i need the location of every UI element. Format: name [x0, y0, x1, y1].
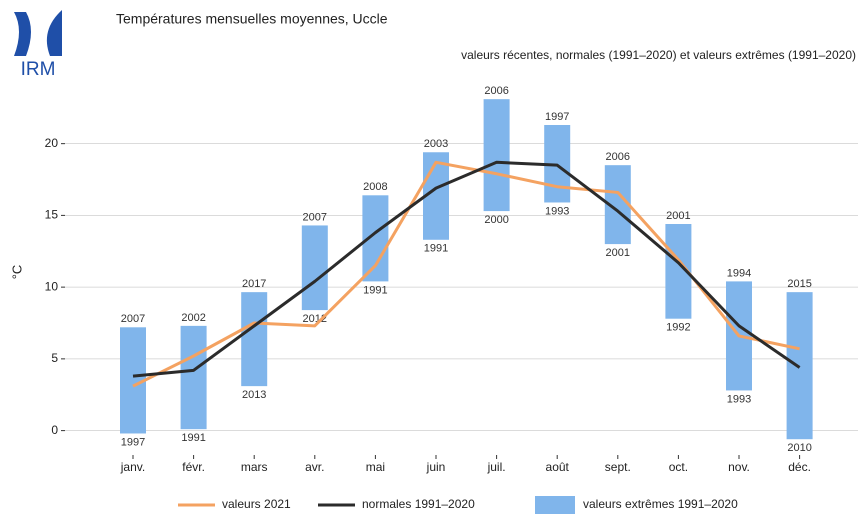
- year-label: 1991: [363, 284, 387, 296]
- year-label: 2007: [303, 211, 327, 223]
- year-label: 1993: [727, 393, 751, 405]
- x-tick-label: juil.: [487, 460, 506, 474]
- year-label: 1997: [121, 436, 145, 448]
- x-tick-label: mars: [241, 460, 268, 474]
- year-label: 2001: [606, 247, 630, 259]
- year-label: 2006: [484, 85, 508, 97]
- year-label: 1991: [424, 243, 448, 255]
- year-label: 2010: [787, 442, 811, 454]
- year-label: 2008: [363, 181, 387, 193]
- year-label: 1997: [545, 111, 569, 123]
- year-label: 2002: [181, 312, 205, 324]
- x-tick-label: févr.: [182, 460, 205, 474]
- year-label: 2006: [606, 151, 630, 163]
- x-tick-label: déc.: [788, 460, 811, 474]
- x-tick-label: août: [546, 460, 570, 474]
- x-tick-label: mai: [366, 460, 385, 474]
- logo: IRM: [14, 10, 62, 80]
- y-axis-label: °C: [9, 265, 24, 280]
- chart-subtitle: valeurs récentes, normales (1991–2020) e…: [461, 48, 856, 62]
- x-tick-label: janv.: [120, 460, 145, 474]
- y-tick-label: 0: [51, 423, 58, 437]
- range-bar: [301, 225, 328, 311]
- year-label: 2015: [787, 278, 811, 290]
- line: [132, 160, 801, 378]
- logo-text: IRM: [21, 59, 56, 80]
- y-tick-label: 15: [45, 208, 59, 222]
- line: [132, 160, 800, 388]
- year-label: 2001: [666, 210, 690, 222]
- logo-shape: [46, 10, 62, 56]
- x-tick-label: sept.: [605, 460, 631, 474]
- x-tick-label: nov.: [728, 460, 750, 474]
- year-label: 2007: [121, 313, 145, 325]
- x-tick-label: oct.: [669, 460, 688, 474]
- year-label: 1991: [181, 432, 205, 444]
- year-label: 2000: [484, 214, 508, 226]
- range-bar: [483, 99, 510, 212]
- chart-title: Températures mensuelles moyennes, Uccle: [116, 11, 388, 27]
- logo-shape: [14, 12, 31, 56]
- legend-label: valeurs 2021: [222, 497, 291, 511]
- legend-label: valeurs extrêmes 1991–2020: [583, 497, 738, 511]
- x-tick-label: juin: [426, 460, 446, 474]
- range-bar: [241, 292, 268, 387]
- year-label: 1992: [666, 322, 690, 334]
- year-label: 2017: [242, 278, 266, 290]
- year-label: 1994: [727, 267, 751, 279]
- x-tick-label: avr.: [305, 460, 324, 474]
- y-tick-label: 20: [45, 136, 59, 150]
- y-tick-label: 10: [45, 279, 59, 293]
- y-tick-label: 5: [51, 351, 58, 365]
- legend-swatch: [535, 496, 575, 514]
- year-label: 2012: [303, 313, 327, 325]
- year-label: 1993: [545, 205, 569, 217]
- range-bar: [180, 325, 207, 430]
- legend-label: normales 1991–2020: [362, 497, 475, 511]
- year-label: 2013: [242, 389, 266, 401]
- year-label: 2003: [424, 138, 448, 150]
